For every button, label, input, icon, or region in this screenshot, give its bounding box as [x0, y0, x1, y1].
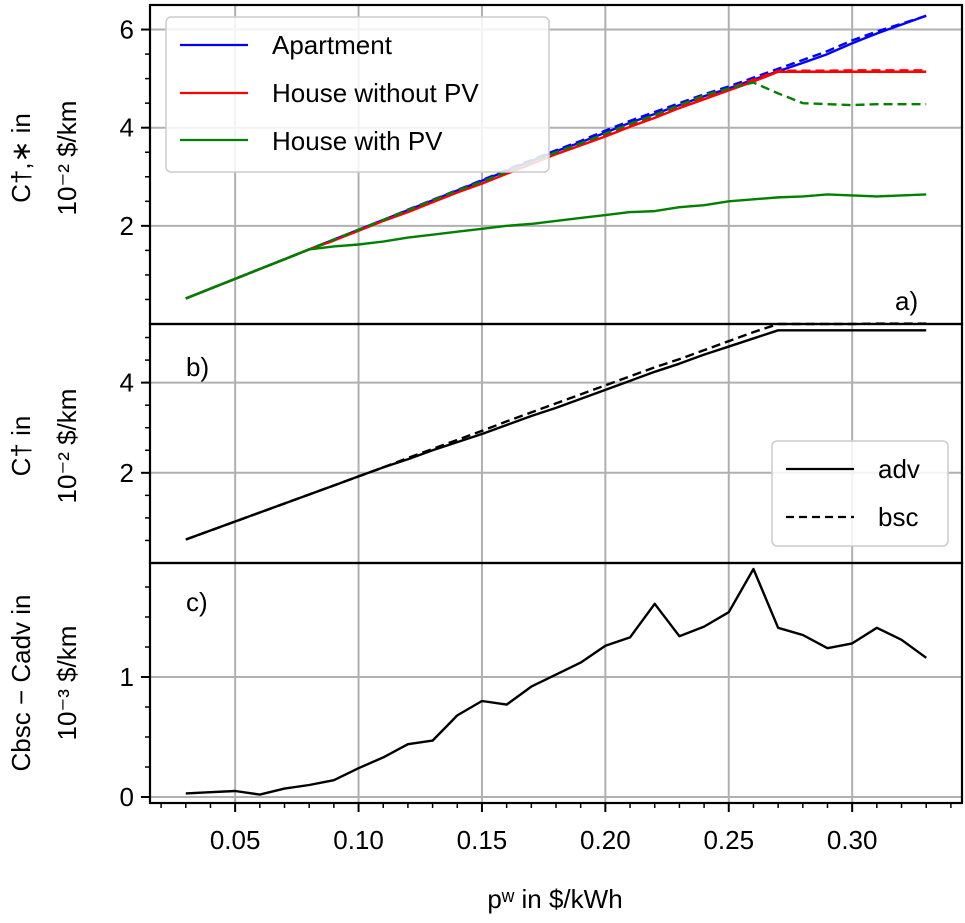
y-tick-label-a-1: 4 [120, 113, 134, 143]
legend-b-frame [771, 440, 949, 547]
panel-c: 0 1 0.05 0.10 0.15 0.20 0.25 0.30 Cbsc − Cadv … [6, 563, 962, 914]
panel-b: 2 4 C† in 10⁻² $/km b) adv bsc [6, 322, 962, 563]
series-line-c-0 [185, 567, 927, 796]
x-tick-label-4: 0.25 [703, 825, 754, 855]
series-line-a-5 [185, 81, 927, 300]
y-tick-label-b-1: 4 [120, 368, 134, 398]
panel-label-b: b) [186, 352, 209, 382]
x-tick-label-3: 0.20 [580, 825, 631, 855]
x-tick-label-1: 0.10 [333, 825, 384, 855]
series-line-b-1 [185, 322, 927, 541]
panel-a: 2 4 6 C†,∗ in 10⁻² $/km a) Apartment House… [6, 5, 962, 324]
panel-frame-c [148, 561, 964, 805]
x-tick-label-5: 0.30 [827, 825, 878, 855]
y-axis-title-c-line1: Cbsc − Cadv in [6, 594, 36, 771]
y-tick-label-c-0: 0 [120, 782, 134, 812]
panel-frames [148, 3, 964, 805]
y-axis-title-a-line2: 10⁻² $/km [52, 101, 82, 216]
series-b [185, 322, 927, 541]
y-axis-title-b-line1: C† in [6, 416, 36, 477]
x-tick-label-0: 0.05 [210, 825, 261, 855]
y-tick-label-b-0: 2 [120, 458, 134, 488]
y-tick-label-a-0: 2 [120, 211, 134, 241]
y-tick-label-c-1: 1 [120, 662, 134, 692]
x-axis-title: pʷ in $/kWh [487, 884, 622, 914]
y-tick-label-a-2: 6 [120, 15, 134, 45]
x-tick-label-2: 0.15 [457, 825, 508, 855]
legend-a-label-2: House with PV [272, 126, 443, 156]
legend-b-label-0: adv [878, 454, 920, 484]
grid-c [150, 563, 962, 803]
y-axis-title-c-line2: 10⁻³ $/km [52, 626, 82, 741]
legend-a-label-0: Apartment [272, 30, 393, 60]
panel-label-c: c) [186, 587, 208, 617]
y-axis-title-b-line2: 10⁻² $/km [52, 389, 82, 504]
x-axis-c: 0.05 0.10 0.15 0.20 0.25 0.30 [160, 803, 952, 855]
panel-label-a: a) [895, 286, 918, 316]
legend-b-label-1: bsc [878, 502, 918, 532]
legend-a-frame [165, 16, 550, 173]
series-c [185, 567, 927, 796]
legend-a: Apartment House without PV House with PV [165, 16, 550, 173]
legend-a-label-1: House without PV [272, 78, 479, 108]
y-axis-title-a-line1: C†,∗ in [6, 113, 36, 203]
series-a [185, 14, 927, 300]
grid-b [150, 324, 962, 563]
legend-b: adv bsc [771, 440, 949, 547]
